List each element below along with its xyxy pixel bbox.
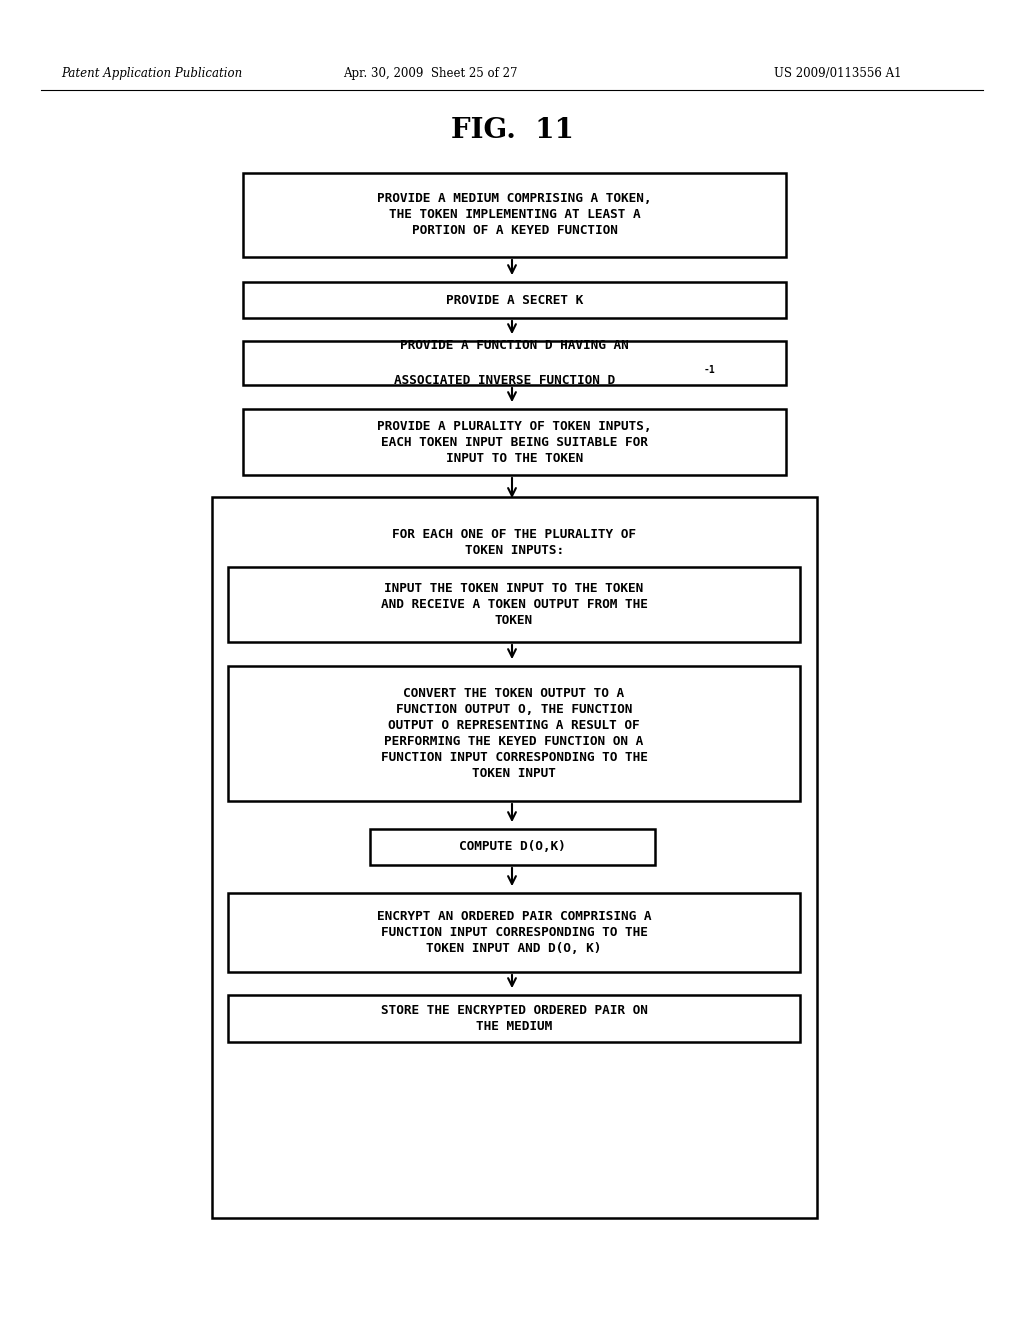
Text: -1: -1 <box>703 364 716 375</box>
Text: Apr. 30, 2009  Sheet 25 of 27: Apr. 30, 2009 Sheet 25 of 27 <box>343 66 517 79</box>
Bar <box>228 568 800 642</box>
Bar <box>243 341 786 385</box>
Text: STORE THE ENCRYPTED ORDERED PAIR ON
THE MEDIUM: STORE THE ENCRYPTED ORDERED PAIR ON THE … <box>381 1005 647 1034</box>
Text: COMPUTE D(O,K): COMPUTE D(O,K) <box>459 841 566 854</box>
Bar <box>243 282 786 318</box>
Text: US 2009/0113556 A1: US 2009/0113556 A1 <box>773 66 901 79</box>
Text: FIG.  11: FIG. 11 <box>451 116 573 144</box>
Text: PROVIDE A SECRET K: PROVIDE A SECRET K <box>445 293 583 306</box>
Text: INPUT THE TOKEN INPUT TO THE TOKEN
AND RECEIVE A TOKEN OUTPUT FROM THE
TOKEN: INPUT THE TOKEN INPUT TO THE TOKEN AND R… <box>381 582 647 627</box>
Text: ENCRYPT AN ORDERED PAIR COMPRISING A
FUNCTION INPUT CORRESPONDING TO THE
TOKEN I: ENCRYPT AN ORDERED PAIR COMPRISING A FUN… <box>377 909 651 954</box>
Bar <box>243 409 786 475</box>
Text: Patent Application Publication: Patent Application Publication <box>61 66 243 79</box>
Bar <box>212 498 817 1218</box>
Text: ASSOCIATED INVERSE FUNCTION D: ASSOCIATED INVERSE FUNCTION D <box>393 374 614 387</box>
Text: PROVIDE A FUNCTION D HAVING AN: PROVIDE A FUNCTION D HAVING AN <box>400 339 629 352</box>
Text: CONVERT THE TOKEN OUTPUT TO A
FUNCTION OUTPUT O, THE FUNCTION
OUTPUT O REPRESENT: CONVERT THE TOKEN OUTPUT TO A FUNCTION O… <box>381 686 647 780</box>
Bar <box>243 173 786 257</box>
Bar <box>370 829 655 865</box>
Text: PROVIDE A MEDIUM COMPRISING A TOKEN,
THE TOKEN IMPLEMENTING AT LEAST A
PORTION O: PROVIDE A MEDIUM COMPRISING A TOKEN, THE… <box>377 193 651 238</box>
Bar <box>228 894 800 972</box>
Text: FOR EACH ONE OF THE PLURALITY OF
TOKEN INPUTS:: FOR EACH ONE OF THE PLURALITY OF TOKEN I… <box>392 528 637 557</box>
Bar <box>228 667 800 801</box>
Text: PROVIDE A PLURALITY OF TOKEN INPUTS,
EACH TOKEN INPUT BEING SUITABLE FOR
INPUT T: PROVIDE A PLURALITY OF TOKEN INPUTS, EAC… <box>377 420 651 465</box>
Bar <box>228 995 800 1041</box>
